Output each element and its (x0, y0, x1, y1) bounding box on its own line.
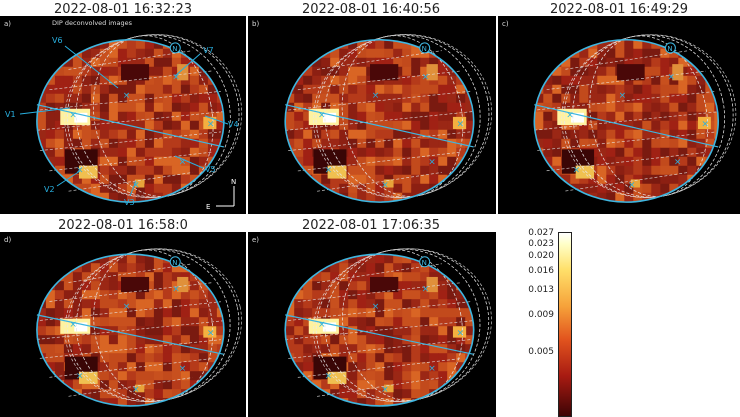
io-disc-image: N × × × × × × × (36, 248, 242, 407)
volcano-marker: × (566, 110, 574, 120)
panel-d-timestamp: 2022-08-01 16:58:0 (58, 218, 188, 233)
volcano-marker: × (628, 180, 636, 190)
panel-a-timestamp: 2022-08-01 16:32:23 (53, 2, 193, 17)
volcano-label-v5: V5 (205, 165, 216, 174)
io-disc-image: N××××××× (36, 34, 243, 203)
panel-d-label: d) (4, 236, 12, 244)
colorbar (558, 232, 572, 417)
colorbar-tick: 0.013 (528, 285, 554, 295)
volcano-marker: × (132, 385, 140, 395)
volcano-marker: × (207, 328, 215, 338)
colorbar-tick: 0.020 (528, 251, 554, 261)
volcano-label-v3: V3 (124, 198, 135, 207)
panel-a-annotations: V6 V7 V1 V4 V5 V2 V3 N E (5, 36, 239, 211)
volcano-marker: × (422, 72, 430, 82)
volcano-marker: × (172, 284, 180, 294)
volcano-marker: × (428, 158, 436, 168)
volcano-marker: × (318, 320, 326, 330)
volcano-marker: × (381, 180, 389, 190)
colorbar-tick: 0.009 (528, 310, 554, 320)
panel-c-label: c) (502, 20, 509, 28)
colorbar-tick: 0.005 (528, 347, 554, 357)
volcano-marker: × (457, 328, 465, 338)
colorbar-tick: 0.027 (528, 228, 554, 238)
volcano-marker: × (325, 166, 333, 176)
volcano-label-v4: V4 (228, 120, 239, 129)
panel-a-subtitle: DIP deconvolved images (52, 19, 133, 27)
colorbar-tick: 0.023 (528, 239, 554, 249)
volcano-marker: × (428, 364, 436, 374)
volcano-marker: × (172, 72, 180, 82)
volcano-marker: × (123, 302, 131, 312)
volcano-label-v2: V2 (44, 185, 55, 194)
volcano-marker: × (674, 158, 682, 168)
volcano-marker: × (325, 372, 333, 382)
volcano-marker: × (207, 119, 215, 129)
volcano-marker: × (422, 284, 430, 294)
panel-e-timestamp: 2022-08-01 17:06:35 (301, 218, 441, 233)
panel-e: e) N × × × × × × × (248, 232, 496, 417)
panel-c: c) N × × × × × × × (498, 16, 740, 214)
volcano-marker: × (179, 158, 187, 168)
volcano-marker: × (69, 110, 77, 120)
volcano-marker: × (76, 372, 84, 382)
north-marker-label: N (422, 45, 427, 53)
io-disc-image: N × × × × × × × (533, 34, 737, 203)
volcano-marker: × (667, 72, 675, 82)
panel-b-timestamp: 2022-08-01 16:40:56 (301, 2, 441, 17)
volcano-marker: × (318, 110, 326, 120)
compass-north-label: N (231, 178, 236, 186)
volcano-marker: × (701, 119, 709, 129)
panel-a: a) DIP deconvolved images N × × × × × × × (0, 16, 246, 214)
volcano-marker: × (573, 166, 581, 176)
panel-b: b) N × × × × × × × (248, 16, 496, 214)
volcano-marker: × (381, 385, 389, 395)
panel-b-label: b) (252, 20, 260, 28)
colorbar-tick: 0.016 (528, 266, 554, 276)
panel-e-label: e) (252, 236, 260, 244)
north-marker-label: N (172, 45, 177, 53)
volcano-marker: × (132, 180, 140, 190)
volcano-marker: × (123, 91, 131, 101)
volcano-marker: × (457, 119, 465, 129)
volcano-label-v6: V6 (52, 36, 63, 45)
volcano-marker: × (619, 91, 627, 101)
volcano-marker: × (372, 91, 380, 101)
io-disc-image: N × × × × × × × (284, 34, 493, 203)
panel-c-timestamp: 2022-08-01 16:49:29 (549, 2, 689, 17)
panel-a-label: a) (4, 20, 12, 28)
volcano-marker: × (179, 364, 187, 374)
volcano-label-v1: V1 (5, 110, 16, 119)
north-marker-label: N (422, 259, 427, 267)
north-marker-label: N (667, 45, 672, 53)
compass-east-label: E (206, 203, 210, 211)
volcano-label-v7: V7 (203, 46, 214, 55)
io-disc-image: N × × × × × × × (284, 248, 492, 407)
volcano-marker: × (372, 302, 380, 312)
north-marker-label: N (172, 259, 177, 267)
panel-d: d) N × × × × × × × (0, 232, 246, 417)
volcano-marker: × (69, 320, 77, 330)
